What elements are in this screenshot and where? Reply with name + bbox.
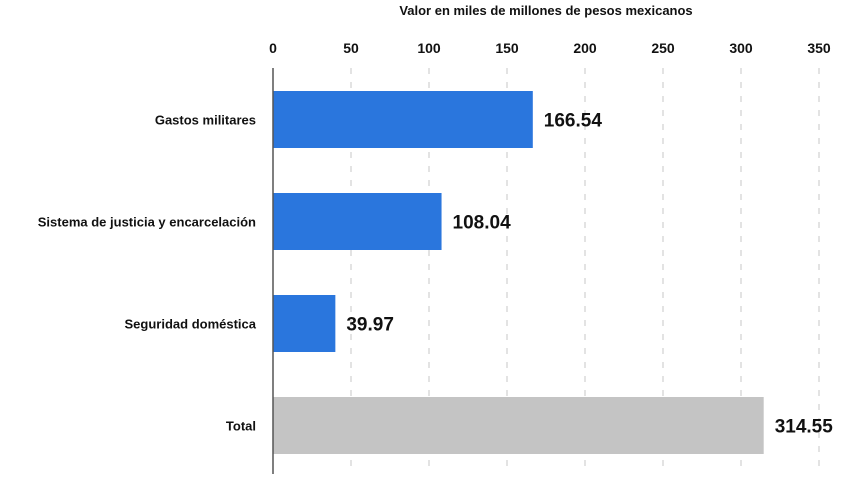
value-label: 108.04: [453, 213, 512, 234]
bar: [273, 193, 442, 250]
value-label: 166.54: [544, 111, 603, 132]
x-tick-label: 50: [343, 40, 359, 56]
bar: [273, 91, 533, 148]
category-label: Gastos militares: [155, 113, 256, 128]
bars: Gastos militares 166.54 Sistema de justici…: [38, 91, 833, 454]
x-axis-ticks: 0 50 100 150 200 250 300 350: [269, 40, 831, 56]
category-label: Sistema de justicia y encarcelación: [38, 215, 256, 230]
x-tick-label: 300: [729, 40, 753, 56]
value-label: 314.55: [775, 417, 834, 438]
axis-title: Valor en miles de millones de pesos mexi…: [399, 3, 692, 18]
x-tick-label: 350: [807, 40, 831, 56]
x-tick-label: 0: [269, 40, 277, 56]
category-label: Total: [226, 419, 256, 434]
x-tick-label: 100: [417, 40, 441, 56]
x-tick-label: 250: [651, 40, 675, 56]
x-tick-label: 200: [573, 40, 597, 56]
value-label: 39.97: [346, 315, 394, 336]
category-label: Seguridad doméstica: [125, 317, 257, 332]
x-tick-label: 150: [495, 40, 519, 56]
bar: [273, 295, 336, 352]
bar: [273, 397, 764, 454]
